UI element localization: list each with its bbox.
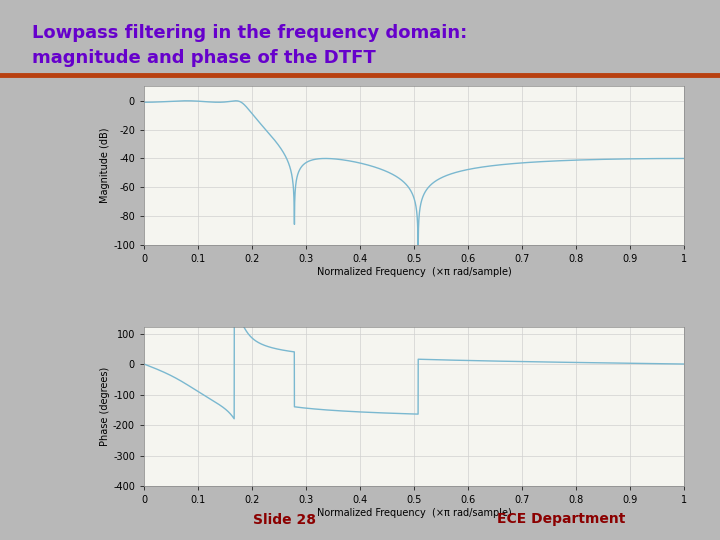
Y-axis label: Magnitude (dB): Magnitude (dB)	[100, 128, 110, 204]
Text: Slide 28: Slide 28	[253, 512, 316, 526]
Text: Lowpass filtering in the frequency domain:: Lowpass filtering in the frequency domai…	[32, 24, 468, 42]
Text: ECE Department: ECE Department	[498, 512, 626, 526]
Y-axis label: Phase (degrees): Phase (degrees)	[100, 367, 110, 447]
X-axis label: Normalized Frequency  (×π rad/sample): Normalized Frequency (×π rad/sample)	[317, 267, 511, 277]
X-axis label: Normalized Frequency  (×π rad/sample): Normalized Frequency (×π rad/sample)	[317, 508, 511, 518]
Text: magnitude and phase of the DTFT: magnitude and phase of the DTFT	[32, 49, 376, 66]
